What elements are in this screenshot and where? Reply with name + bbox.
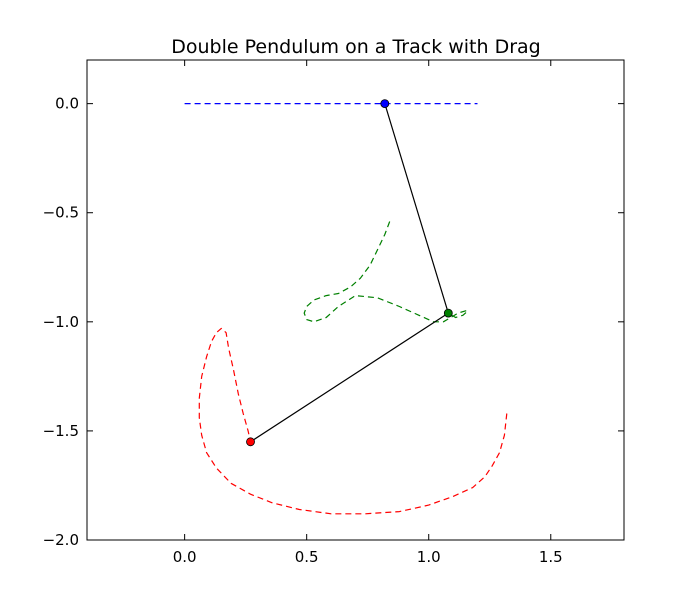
marker-mass-2 [246,437,255,447]
ticks-layer: 0.0 0.5 1.0 1.5 0.0 −0.5 −1.0 −1.5 −2.0 [43,60,624,566]
marker-cart [380,99,390,108]
series-line-mass-2-trace [198,327,508,515]
y-tick-label: 0.0 [55,95,79,113]
points-layer [246,99,453,447]
x-tick-label: 1.0 [417,548,441,566]
plot-frame [86,59,625,541]
series-line-mass-1-trace [303,221,469,323]
y-tick-label: −1.0 [43,313,79,331]
plot-area [87,60,624,540]
x-tick-label: 0.5 [295,548,319,566]
marker-mass-1 [443,308,453,318]
x-tick-label: 0.0 [173,548,197,566]
x-tick-label: 1.5 [539,548,563,566]
chart-title: Double Pendulum on a Track with Drag [171,36,541,58]
y-tick-label: −2.0 [43,531,79,549]
y-tick-label: −1.5 [43,422,79,440]
y-tick-label: −0.5 [43,204,79,222]
